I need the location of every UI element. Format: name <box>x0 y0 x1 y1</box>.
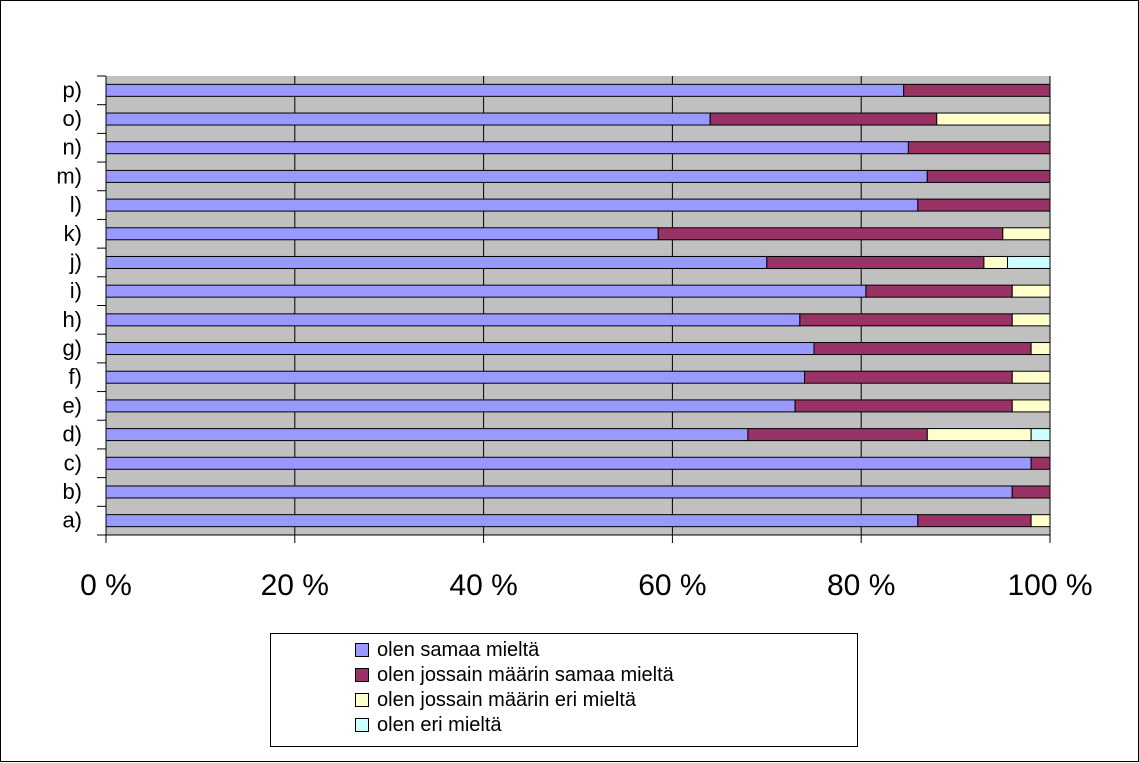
y-tick-label: k) <box>64 221 82 246</box>
x-tick-label: 40 % <box>449 569 517 602</box>
legend-swatch <box>355 693 369 707</box>
legend-label: olen jossain määrin samaa mieltä <box>377 663 674 686</box>
bar-segment-h-s1 <box>105 313 801 327</box>
bar-segment-k-s1 <box>105 227 659 241</box>
y-tick-label: p) <box>62 77 82 102</box>
bar-segment-h-s2 <box>799 313 1013 327</box>
bar-segment-f-s1 <box>105 370 806 384</box>
y-tick-label: b) <box>62 479 82 504</box>
legend-item: olen samaa mieltä <box>355 638 539 662</box>
legend-label: olen eri mieltä <box>377 713 502 736</box>
bar-segment-j-s1 <box>105 255 768 269</box>
bar-segment-b-s1 <box>105 485 1013 499</box>
bars <box>105 83 1051 528</box>
bar-segment-e-s3 <box>1011 399 1051 413</box>
bar-segment-i-s3 <box>1011 284 1051 298</box>
x-tick-label: 20 % <box>261 569 329 602</box>
bar-segment-j-s2 <box>766 255 985 269</box>
y-tick-label: j) <box>69 249 82 274</box>
y-tick-label: a) <box>62 508 82 533</box>
x-tick-label: 0 % <box>80 569 132 602</box>
bar-segment-c-s1 <box>105 456 1032 470</box>
legend-swatch <box>355 643 369 657</box>
bar-segment-j-s4 <box>1007 255 1051 269</box>
bar-segment-l-s1 <box>105 198 919 212</box>
bar-segment-m-s1 <box>105 169 928 183</box>
bar-segment-p-s2 <box>903 83 1051 97</box>
y-tick-label: c) <box>64 450 82 475</box>
legend-item: olen jossain määrin eri mieltä <box>355 688 636 712</box>
legend: olen samaa mieltä olen jossain määrin sam… <box>270 633 858 747</box>
y-tick-label: l) <box>70 192 82 217</box>
legend-item: olen jossain määrin samaa mieltä <box>355 663 674 687</box>
bar-segment-n-s1 <box>105 141 909 155</box>
legend-item: olen eri mieltä <box>355 713 502 737</box>
x-tick-label: 80 % <box>827 569 895 602</box>
bar-segment-f-s3 <box>1011 370 1051 384</box>
bar-segment-o-s2 <box>709 112 938 126</box>
bar-segment-c-s2 <box>1030 456 1051 470</box>
x-tick-label: 60 % <box>638 569 706 602</box>
bar-segment-a-s3 <box>1030 514 1051 528</box>
bar-segment-g-s1 <box>105 342 815 356</box>
bar-segment-k-s2 <box>657 227 1004 241</box>
y-tick-label: g) <box>62 336 82 361</box>
y-axis-labels: a) b) c) d) e) f) g) h) i) j) k) l) m) n) o) p) <box>56 77 82 532</box>
bar-segment-o-s1 <box>105 112 711 126</box>
bar-segment-f-s2 <box>804 370 1013 384</box>
bar-segment-g-s3 <box>1030 342 1051 356</box>
legend-label: olen samaa mieltä <box>377 638 540 661</box>
bar-segment-k-s3 <box>1002 227 1051 241</box>
y-tick-label: h) <box>62 307 82 332</box>
y-tick-label: o) <box>62 106 82 131</box>
bar-segment-d-s3 <box>926 428 1032 442</box>
bar-segment-i-s1 <box>105 284 867 298</box>
bar-segment-i-s2 <box>865 284 1013 298</box>
bar-segment-h-s3 <box>1011 313 1051 327</box>
bar-segment-o-s3 <box>936 112 1051 126</box>
bar-segment-n-s2 <box>907 141 1051 155</box>
bar-segment-p-s1 <box>105 83 905 97</box>
bar-segment-a-s1 <box>105 514 919 528</box>
bar-segment-e-s2 <box>794 399 1013 413</box>
bar-segment-j-s3 <box>983 255 1009 269</box>
bar-segment-l-s2 <box>917 198 1051 212</box>
x-tick-label: 100 % <box>1007 569 1092 602</box>
bar-segment-m-s2 <box>926 169 1051 183</box>
bar-segment-a-s2 <box>917 514 1032 528</box>
bar-segment-b-s2 <box>1011 485 1051 499</box>
y-tick-label: n) <box>62 135 82 160</box>
bar-segment-e-s1 <box>105 399 796 413</box>
legend-swatch <box>355 718 369 732</box>
y-tick-label: e) <box>62 393 82 418</box>
bar-segment-d-s4 <box>1030 428 1051 442</box>
y-tick-label: i) <box>70 278 82 303</box>
y-tick-label: d) <box>62 422 82 447</box>
legend-swatch <box>355 668 369 682</box>
legend-label: olen jossain määrin eri mieltä <box>377 688 637 711</box>
x-axis-labels: 0 % 20 % 40 % 60 % 80 % 100 % <box>80 569 1092 602</box>
y-tick-label: f) <box>69 364 82 389</box>
bar-segment-d-s2 <box>747 428 928 442</box>
y-tick-label: m) <box>56 163 82 188</box>
bar-segment-g-s2 <box>813 342 1032 356</box>
bar-segment-d-s1 <box>105 428 749 442</box>
axes <box>97 75 1051 543</box>
